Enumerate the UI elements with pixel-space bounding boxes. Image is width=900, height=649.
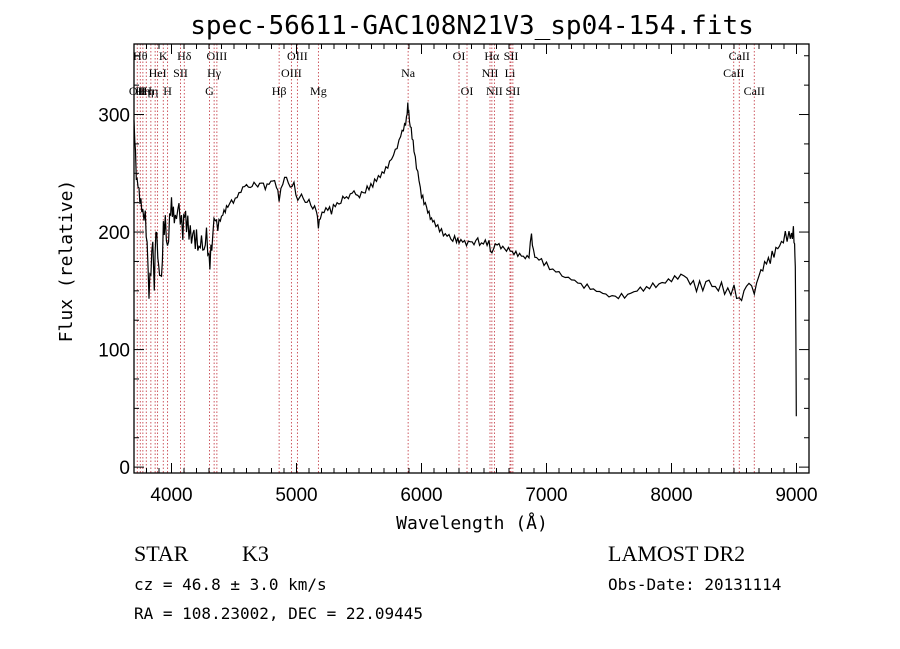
x-tick-label: 6000 — [400, 485, 442, 506]
redshift-text: cz = 46.8 ± 3.0 km/s — [134, 575, 327, 594]
line-label-22: Hα — [484, 49, 500, 63]
line-label-8: H — [163, 84, 172, 98]
line-label-27: CaII — [723, 66, 744, 80]
spectral-line-markers — [136, 44, 755, 473]
line-label-13: OIII — [207, 49, 228, 63]
line-label-10: Hδ — [177, 49, 192, 63]
x-axis-label: Wavelength (Å) — [396, 512, 548, 534]
line-label-14: Hβ — [272, 84, 287, 98]
x-tick-label: 5000 — [275, 485, 317, 506]
line-label-2: Hη — [135, 84, 150, 98]
spectral-line-labels: OIIHθHηHηHηHeIKHSIIHδGHγOIIIHβOIIIOIIIMg… — [129, 49, 765, 98]
line-label-19: OI — [453, 49, 466, 63]
line-label-29: CaII — [744, 84, 765, 98]
y-tick-label: 300 — [98, 106, 130, 127]
y-axis: 0 100 200 300 — [98, 55, 809, 479]
y-tick-label: 0 — [119, 458, 130, 479]
line-label-0: OII — [129, 84, 146, 98]
line-label-12: Hγ — [207, 66, 222, 80]
chart-title: spec-56611-GAC108N21V3_sp04-154.fits — [190, 11, 754, 41]
line-label-18: Na — [401, 66, 416, 80]
y-axis-label: Flux (relative) — [56, 180, 77, 343]
plot-frame — [133, 43, 810, 474]
line-label-25: SII — [504, 49, 519, 63]
object-class: STAR — [134, 541, 189, 566]
x-tick-label: 8000 — [650, 485, 692, 506]
line-label-4: Hη — [143, 84, 158, 98]
x-tick-label: 4000 — [150, 485, 192, 506]
line-label-7: K — [159, 49, 168, 63]
y-tick-label: 100 — [98, 341, 130, 362]
line-label-21: NII — [482, 66, 499, 80]
line-label-23: NII — [486, 84, 503, 98]
line-label-9: SII — [173, 66, 188, 80]
line-label-1: Hθ — [133, 49, 148, 63]
line-label-15: OIII — [281, 66, 302, 80]
line-label-11: G — [205, 84, 214, 98]
x-tick-label: 9000 — [775, 485, 817, 506]
line-label-26: SII — [506, 84, 521, 98]
flux-series-line — [133, 102, 797, 417]
line-label-6: HeI — [149, 66, 167, 80]
line-label-28: CaII — [729, 49, 750, 63]
line-label-20: OI — [461, 84, 474, 98]
line-label-3: Hη — [139, 84, 154, 98]
survey-name: LAMOST DR2 — [608, 541, 745, 566]
object-subclass: K3 — [242, 541, 269, 566]
line-label-16: OIII — [287, 49, 308, 63]
x-tick-label: 7000 — [525, 485, 567, 506]
coordinates-text: RA = 108.23002, DEC = 22.09445 — [134, 604, 423, 623]
y-tick-label: 200 — [98, 223, 130, 244]
line-label-24: Li — [505, 66, 516, 80]
x-axis: 4000 5000 6000 7000 8000 9000 — [133, 44, 818, 506]
obs-date-text: Obs-Date: 20131114 — [608, 575, 781, 594]
line-label-17: Mg — [310, 84, 327, 98]
